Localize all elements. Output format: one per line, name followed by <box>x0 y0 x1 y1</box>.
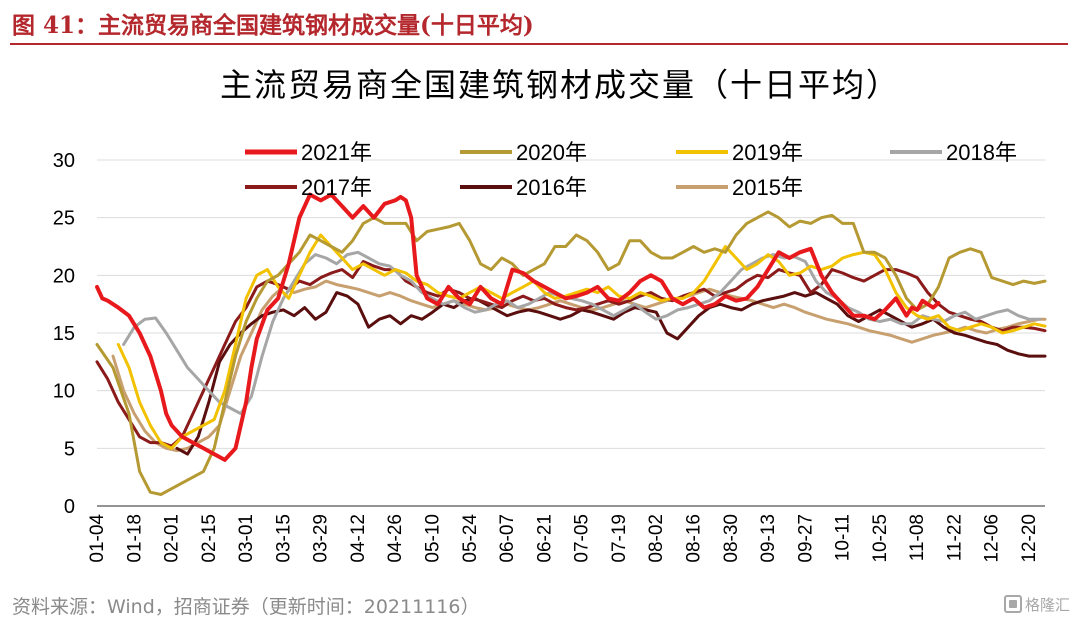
x-tick-label: 04-26 <box>385 514 406 563</box>
legend-label: 2016年 <box>516 175 587 200</box>
watermark-text: 格隆汇 <box>1024 596 1070 614</box>
y-tick-label: 0 <box>64 496 75 518</box>
x-tick-label: 01-04 <box>87 514 108 563</box>
source-note: 资料来源：Wind，招商证券（更新时间：20211116） <box>12 596 480 618</box>
x-tick-label: 05-10 <box>423 514 444 563</box>
x-tick-label: 02-01 <box>162 514 183 563</box>
x-tick-label: 11-22 <box>944 514 965 561</box>
y-tick-label: 25 <box>53 208 75 230</box>
legend-label: 2019年 <box>732 140 803 165</box>
y-tick-label: 5 <box>64 438 75 460</box>
legend-label: 2015年 <box>732 175 803 200</box>
x-tick-label: 06-21 <box>534 514 555 563</box>
legend-label: 2020年 <box>516 140 587 165</box>
watermark: 格隆汇 <box>1003 594 1070 615</box>
x-tick-label: 08-16 <box>683 514 704 563</box>
x-tick-label: 03-01 <box>236 514 257 563</box>
x-tick-label: 01-18 <box>124 514 145 563</box>
x-tick-label: 12-06 <box>982 514 1003 563</box>
y-tick-label: 30 <box>53 150 75 172</box>
x-tick-label: 06-07 <box>497 514 518 563</box>
series-line <box>175 291 1047 456</box>
chart-title: 主流贸易商全国建筑钢材成交量（十日平均） <box>220 66 900 104</box>
x-axis: 01-04 01-18 02-01 02-15 03-01 03-15 03-29 04-12… <box>87 505 1045 563</box>
x-tick-label: 12-20 <box>1019 514 1040 563</box>
x-tick-label: 08-02 <box>646 514 667 563</box>
x-tick-label: 07-05 <box>572 514 593 563</box>
x-tick-label: 07-19 <box>609 514 630 563</box>
x-tick-label: 05-24 <box>460 514 481 563</box>
x-tick-label: 10-25 <box>870 514 891 563</box>
header-rule <box>10 43 1068 45</box>
x-tick-label: 02-15 <box>199 514 220 563</box>
x-tick-label: 04-12 <box>348 514 369 563</box>
watermark-logo-icon <box>1003 595 1022 613</box>
x-tick-label: 03-15 <box>273 514 294 563</box>
series-line <box>95 210 1047 496</box>
legend: 2021年 2020年 2019年 2018年 2017年 2016年 2015年 <box>245 140 1017 200</box>
x-tick-label: 03-29 <box>311 514 332 563</box>
y-tick-label: 15 <box>53 323 75 345</box>
y-axis-tick-labels: 0 5 10 15 20 25 30 <box>53 150 75 518</box>
x-tick-label: 09-13 <box>758 514 779 563</box>
figure-header: 图 41：主流贸易商全国建筑钢材成交量(十日平均) <box>12 12 534 39</box>
x-tick-label: 09-27 <box>795 514 816 563</box>
series-line <box>95 192 941 462</box>
legend-label: 2021年 <box>301 140 372 165</box>
x-tick-label: 10-11 <box>833 514 854 561</box>
y-tick-label: 10 <box>53 381 75 403</box>
series-lines <box>95 192 1047 496</box>
series-line <box>95 260 1047 448</box>
y-tick-label: 20 <box>53 265 75 287</box>
x-tick-label: 11-08 <box>907 514 928 561</box>
series-line <box>122 250 1042 416</box>
legend-label: 2017年 <box>301 175 372 200</box>
legend-label: 2018年 <box>946 140 1017 165</box>
x-tick-label: 08-30 <box>721 514 742 563</box>
